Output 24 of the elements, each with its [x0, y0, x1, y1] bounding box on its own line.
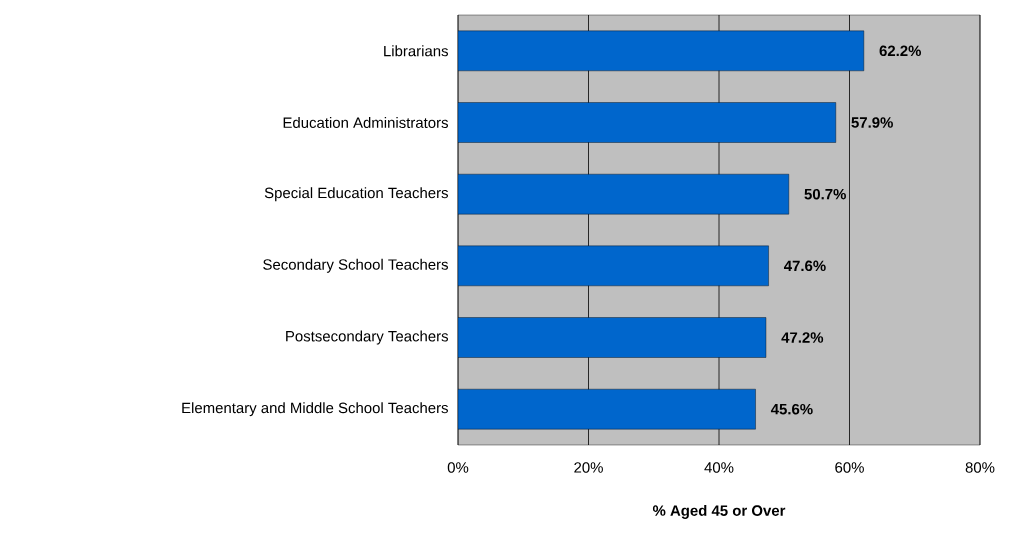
bar [458, 30, 865, 72]
bar [458, 388, 756, 430]
x-tick-label: 60% [835, 462, 864, 473]
data-label: 47.6% [783, 260, 826, 272]
y-tick-label: Librarians [384, 45, 448, 57]
bar [458, 245, 769, 287]
data-label: 47.2% [781, 332, 824, 343]
y-tick-label: Postsecondary Teachers [286, 330, 449, 345]
x-tick-label: 80% [965, 462, 995, 473]
y-tick-label: Secondary School Teachers [263, 258, 448, 273]
bar [458, 102, 836, 143]
bar [458, 173, 790, 215]
y-tick-label: Elementary and Middle School Teachers [182, 402, 448, 417]
x-axis-title: % Aged 45 or Over [652, 504, 786, 519]
data-label: 62.2% [879, 45, 922, 57]
y-tick-label: Special Education Teachers [264, 187, 448, 202]
bar [458, 317, 767, 358]
x-tick-label: 0% [447, 462, 469, 473]
x-tick-label: 20% [574, 462, 603, 473]
data-label: 50.7% [804, 188, 846, 200]
y-tick-label: Education Administrators [283, 117, 448, 128]
data-label: 45.6% [770, 403, 813, 415]
x-tick-label: 40% [704, 462, 734, 473]
data-label: 57.9% [851, 117, 893, 128]
